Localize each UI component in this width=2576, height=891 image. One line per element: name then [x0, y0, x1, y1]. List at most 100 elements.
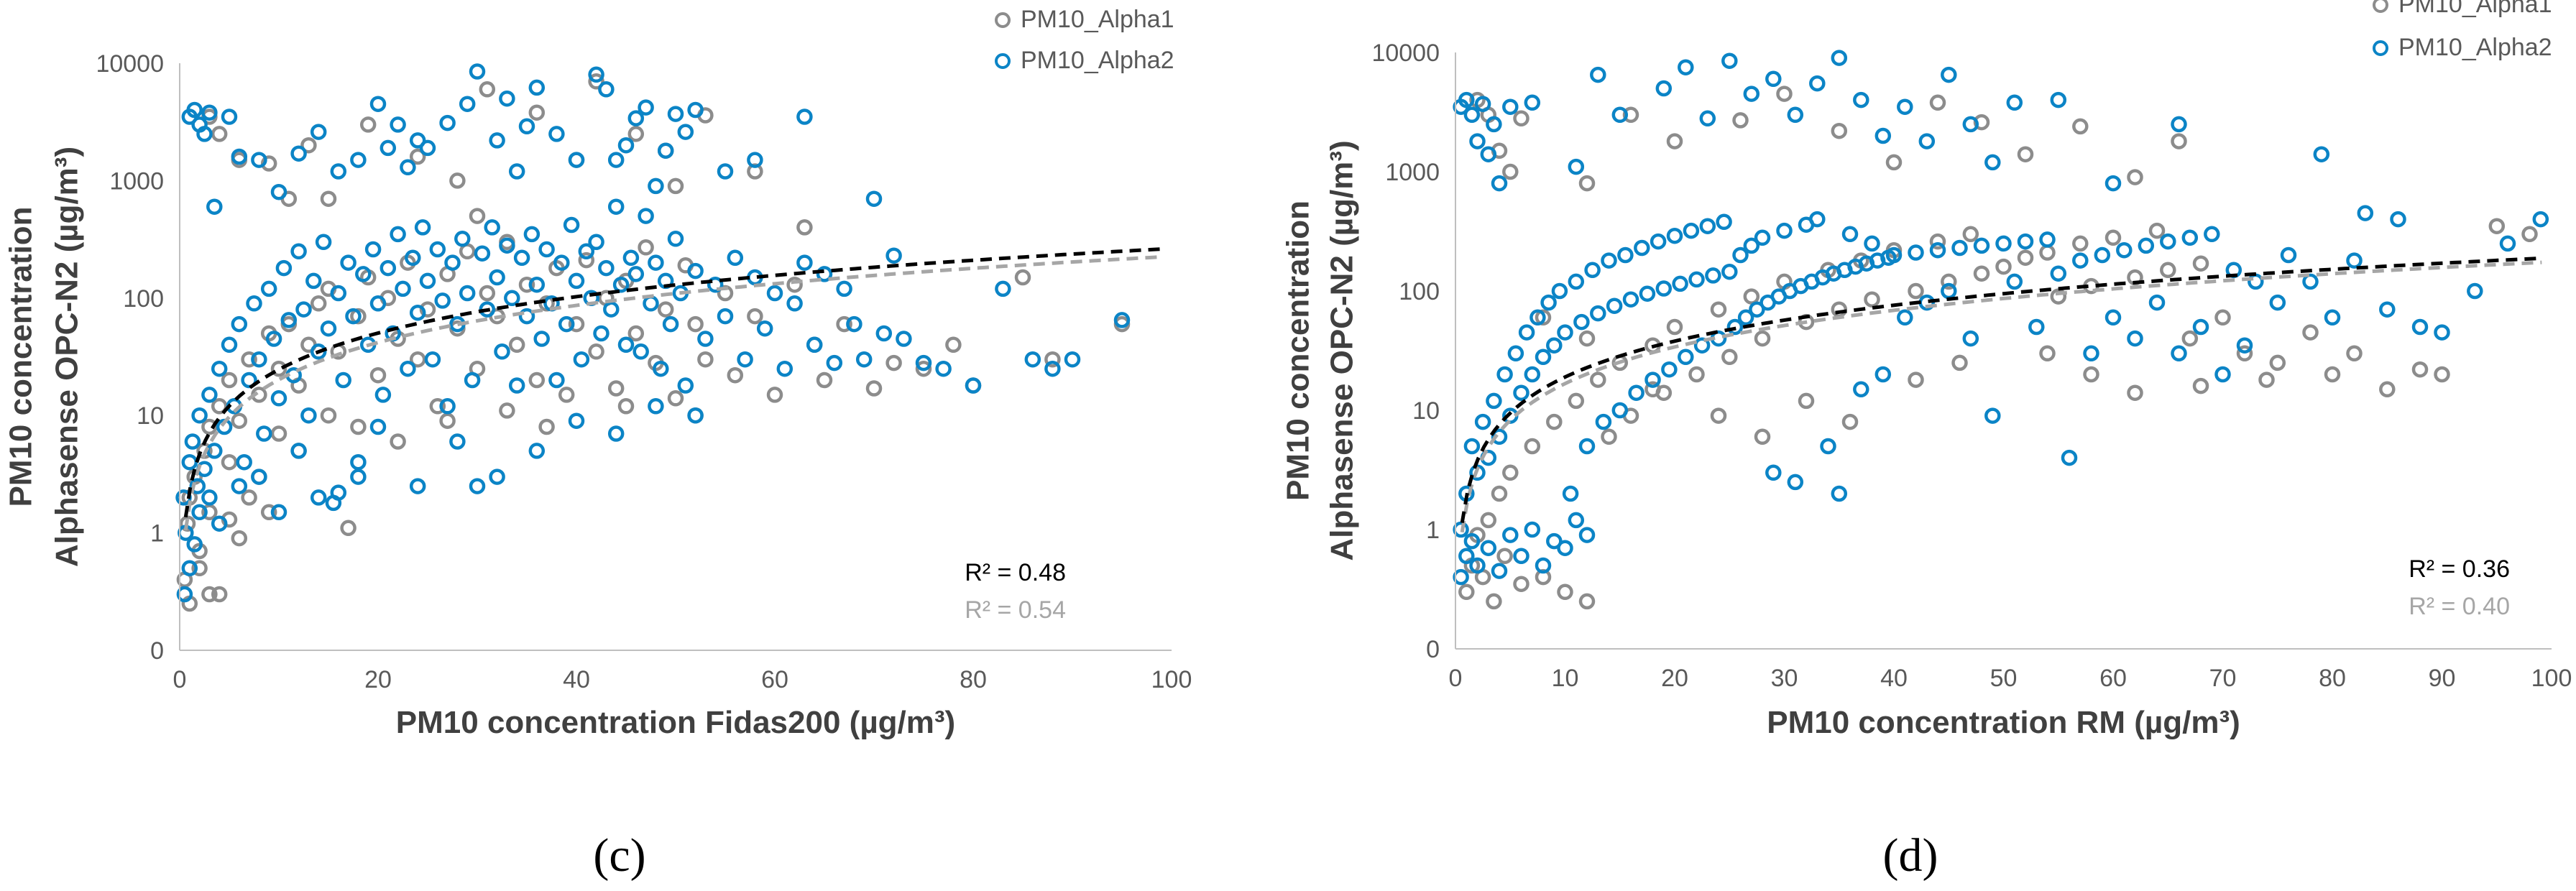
- alpha2-point: [677, 377, 694, 394]
- alpha1-point: [727, 366, 744, 384]
- alpha1-point: [747, 308, 763, 325]
- alpha2-point: [1524, 521, 1541, 538]
- alpha2-point: [1699, 110, 1716, 127]
- alpha2-point: [345, 308, 362, 325]
- alpha2-point: [1611, 106, 1629, 124]
- alpha2-point: [548, 126, 565, 142]
- alpha1-point: [1941, 273, 1957, 290]
- alpha2-point: [409, 478, 426, 494]
- alpha2-point: [518, 308, 535, 325]
- alpha2-point: [662, 315, 679, 333]
- alpha1-point: [2127, 384, 2143, 401]
- alpha2-point: [380, 259, 397, 277]
- alpha2-point: [1853, 91, 1869, 109]
- alpha2-point: [1661, 361, 1678, 378]
- alpha2-point: [400, 159, 416, 176]
- alpha2-point: [2181, 229, 2199, 246]
- y-tick-label: 10: [1412, 397, 1440, 425]
- y-axis-title-line2: Alphasense OPC-N2 (µg/m³): [49, 147, 84, 567]
- alpha2-point: [2467, 282, 2483, 300]
- trendline-alpha1: [1460, 260, 2542, 533]
- alpha1-point: [1908, 282, 1924, 300]
- alpha2-point: [1765, 70, 1782, 88]
- alpha2-point: [181, 560, 198, 577]
- y-tick-label: 0: [150, 637, 164, 665]
- legend-marker: [2373, 40, 2388, 56]
- alpha2-point: [1518, 324, 1535, 341]
- alpha1-point: [627, 126, 645, 142]
- alpha2-point: [518, 118, 535, 135]
- alpha2-point: [1458, 91, 1475, 109]
- alpha2-point: [1672, 275, 1688, 292]
- alpha2-point: [1732, 246, 1749, 264]
- alpha2-point: [1622, 291, 1639, 308]
- alpha1-point: [1864, 291, 1880, 308]
- alpha1-point: [241, 351, 257, 368]
- alpha1-point: [1743, 288, 1760, 305]
- alpha2-point: [1463, 438, 1481, 455]
- alpha1-point: [886, 354, 902, 371]
- alpha2-point: [206, 198, 223, 215]
- alpha1-point: [2017, 249, 2034, 266]
- y-tick-label: 1: [150, 520, 164, 548]
- alpha1-point: [2346, 345, 2363, 362]
- alpha2-point: [508, 377, 525, 394]
- alpha2-point: [1721, 52, 1738, 69]
- alpha2-point: [1611, 402, 1629, 419]
- alpha2-point: [1874, 366, 1892, 383]
- alpha1-point: [300, 137, 317, 154]
- alpha1-point: [518, 276, 535, 293]
- alpha2-point: [1984, 407, 2001, 424]
- alpha2-point: [1897, 309, 1913, 326]
- alpha1-point: [201, 586, 218, 603]
- y-tick-labels: 0 1 10 100 1000 10000: [96, 50, 164, 665]
- alpha2-point: [1568, 158, 1585, 175]
- alpha2-point: [1474, 96, 1491, 112]
- alpha2-point: [459, 285, 476, 302]
- alpha2-point: [1568, 512, 1585, 529]
- alpha2-point: [816, 266, 833, 282]
- alpha2-point: [1765, 464, 1782, 481]
- alpha2-point: [1941, 66, 1957, 83]
- alpha2-point: [677, 124, 694, 140]
- alpha1-point: [1458, 583, 1475, 601]
- alpha2-point: [1562, 485, 1579, 502]
- alpha2-point: [251, 468, 267, 485]
- alpha2-point: [2171, 116, 2187, 133]
- alpha2-point: [717, 163, 734, 180]
- alpha1-point: [241, 489, 257, 506]
- alpha1-point: [449, 172, 466, 189]
- alpha2-point: [364, 241, 382, 258]
- y-tick-label: 0: [1426, 636, 1440, 663]
- alpha2-point: [2313, 146, 2330, 162]
- alpha1-point: [479, 285, 496, 302]
- alpha2-point: [638, 208, 654, 224]
- alpha2-point: [1463, 106, 1481, 124]
- alpha1-point: [1578, 593, 1596, 610]
- alpha1-point: [1666, 133, 1683, 149]
- legend-marker: [2373, 0, 2388, 13]
- x-tick-label: 80: [960, 666, 987, 693]
- alpha1-point: [657, 301, 674, 318]
- alpha1-point: [2488, 218, 2506, 234]
- alpha1-point: [2017, 146, 2034, 162]
- alpha2-point: [622, 249, 640, 267]
- alpha2-point: [330, 163, 347, 180]
- legend: PM10_Alpha1 PM10_Alpha2: [2373, 0, 2552, 61]
- alpha2-point: [1469, 557, 1486, 574]
- alpha2-point: [1480, 146, 1497, 162]
- alpha2-point: [1628, 384, 1644, 401]
- alpha2-point: [1540, 294, 1557, 311]
- alpha2-point: [915, 354, 932, 371]
- alpha2-point: [1617, 246, 1634, 264]
- alpha1-point: [2083, 366, 2099, 383]
- alpha2-point: [499, 90, 515, 107]
- alpha2-point: [489, 132, 505, 149]
- alpha1-point: [915, 360, 932, 377]
- alpha1-point: [1710, 407, 1727, 424]
- x-tick-labels: 0 20 40 60 80 100: [173, 666, 1192, 693]
- axes: [179, 63, 1172, 651]
- alpha2-point: [1666, 227, 1683, 244]
- alpha1-point: [1951, 354, 1968, 371]
- alpha2-point: [1809, 75, 1826, 92]
